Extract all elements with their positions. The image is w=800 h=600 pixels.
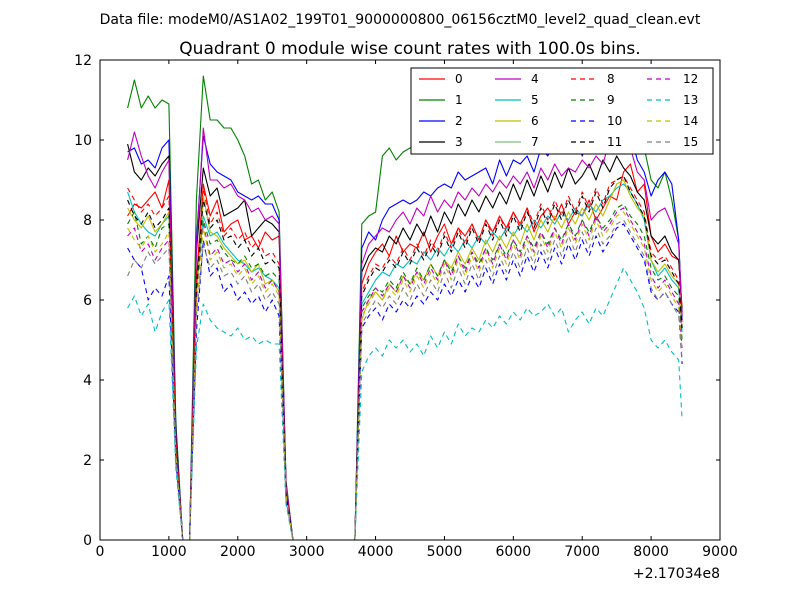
x-tick-label: 4000 [358,544,394,560]
series-line-3 [127,143,683,541]
x-tick-label: 7000 [564,544,600,560]
legend-label-3: 3 [455,135,463,149]
series-line-6 [127,179,683,541]
x-tick-label: 9000 [702,544,738,560]
x-axis: 0 1000 2000 3000 4000 5000 6000 7000 8000 9000 [96,60,738,560]
x-offset-label: +2.17034e8 [633,566,720,582]
data-file-title: Data file: modeM0/AS1A02_199T01_90000008… [100,12,701,28]
y-tick-label: 2 [83,453,92,469]
legend-label-9: 9 [607,93,615,107]
series-line-0 [127,163,683,541]
x-tick-label: 3000 [289,544,325,560]
legend-label-6: 6 [531,114,539,128]
x-tick-label: 8000 [633,544,669,560]
legend-label-7: 7 [531,135,539,149]
series-line-13 [127,267,683,541]
legend-label-8: 8 [607,72,615,86]
series-line-14 [127,211,683,541]
legend-label-15: 15 [683,135,698,149]
series-line-9 [127,203,683,541]
series-line-11 [127,175,683,541]
legend-label-13: 13 [683,93,698,107]
legend-label-5: 5 [531,93,539,107]
legend-label-0: 0 [455,72,463,86]
x-tick-label: 5000 [427,544,463,560]
x-tick-label: 2000 [220,544,256,560]
legend-label-2: 2 [455,114,463,128]
legend-label-4: 4 [531,72,539,86]
x-tick-label: 1000 [151,544,187,560]
series-line-4 [127,107,683,541]
y-tick-label: 4 [83,373,92,389]
y-tick-label: 12 [74,53,92,69]
series-line-10 [127,223,683,541]
legend-label-14: 14 [683,114,698,128]
y-tick-label: 10 [74,133,92,149]
legend-box [410,67,714,155]
y-tick-label: 8 [83,213,92,229]
series-line-8 [127,175,683,541]
legend-label-11: 11 [607,135,622,149]
series-line-12 [127,207,683,541]
x-tick-label: 0 [96,544,105,560]
legend-label-10: 10 [607,114,622,128]
legend-label-12: 12 [683,72,698,86]
x-tick-label: 6000 [496,544,532,560]
plot-area [127,71,683,541]
y-tick-label: 6 [83,293,92,309]
series-line-15 [127,219,683,541]
chart-title: Quadrant 0 module wise count rates with … [179,39,640,59]
series-line-5 [127,183,683,541]
legend-label-1: 1 [455,93,463,107]
y-tick-label: 0 [83,533,92,549]
